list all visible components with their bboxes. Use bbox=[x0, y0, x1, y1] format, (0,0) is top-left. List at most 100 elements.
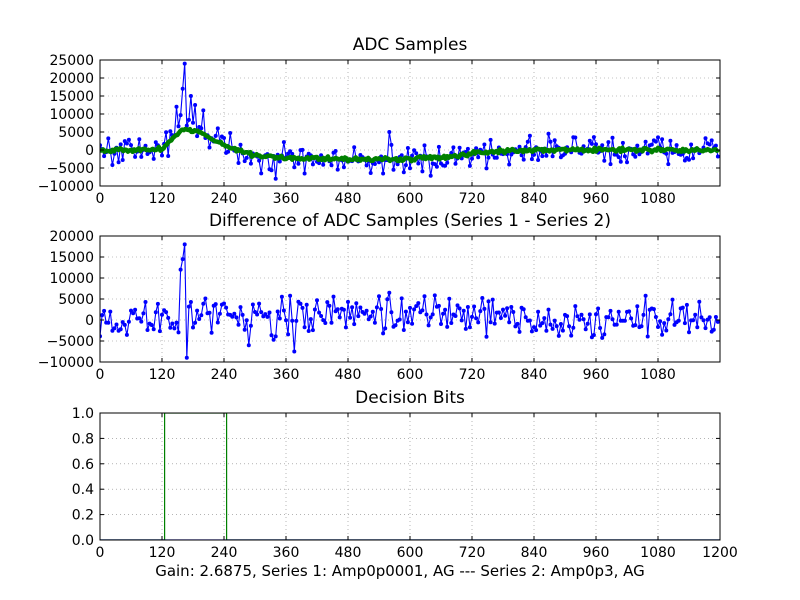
x-tick-label: 720 bbox=[459, 367, 486, 383]
data-point bbox=[246, 343, 251, 348]
data-point bbox=[151, 327, 156, 332]
data-point bbox=[594, 142, 598, 147]
data-point bbox=[352, 322, 357, 327]
x-tick-label: 360 bbox=[273, 191, 300, 207]
data-point bbox=[222, 136, 226, 140]
data-point bbox=[658, 319, 663, 324]
data-point bbox=[635, 143, 640, 148]
data-point bbox=[240, 312, 245, 317]
data-point bbox=[707, 315, 712, 320]
data-point bbox=[244, 318, 249, 323]
data-point bbox=[488, 137, 493, 142]
data-point bbox=[174, 104, 179, 109]
data-point bbox=[215, 126, 220, 131]
data-point bbox=[259, 310, 264, 315]
data-point bbox=[116, 160, 121, 165]
data-point bbox=[711, 327, 716, 332]
data-point bbox=[546, 307, 551, 312]
x-tick-label: 600 bbox=[397, 545, 424, 561]
data-point bbox=[178, 267, 183, 272]
data-point bbox=[157, 329, 162, 334]
data-point bbox=[420, 169, 425, 174]
data-point bbox=[300, 147, 305, 152]
data-point bbox=[544, 153, 549, 158]
data-point bbox=[199, 313, 204, 318]
data-point bbox=[465, 146, 470, 151]
data-point bbox=[381, 331, 386, 336]
data-point bbox=[424, 312, 429, 317]
data-point bbox=[542, 316, 547, 321]
x-tick-label: 480 bbox=[335, 545, 362, 561]
data-point bbox=[195, 308, 200, 313]
data-point bbox=[269, 168, 274, 173]
data-point bbox=[498, 316, 503, 320]
data-point bbox=[695, 325, 700, 330]
data-point bbox=[139, 154, 144, 159]
data-point bbox=[129, 308, 133, 313]
data-point bbox=[622, 154, 627, 159]
data-point bbox=[308, 317, 313, 322]
y-tick-label: 15000 bbox=[49, 250, 94, 266]
data-point bbox=[600, 335, 605, 340]
data-point bbox=[408, 305, 412, 310]
data-point bbox=[713, 315, 718, 319]
data-point bbox=[501, 307, 505, 312]
data-point bbox=[459, 318, 464, 323]
data-point bbox=[693, 312, 698, 317]
data-point bbox=[405, 320, 410, 325]
data-point bbox=[649, 142, 654, 147]
data-point bbox=[209, 330, 214, 335]
chart-decision-bits: 0 120 240 360 480 600 720 840 960 1080 1200 0.0 0.2 0… bbox=[72, 388, 738, 561]
data-point bbox=[534, 328, 539, 333]
data-point bbox=[426, 323, 431, 328]
data-point bbox=[550, 154, 555, 159]
data-point bbox=[304, 302, 309, 307]
x-tick-label: 0 bbox=[96, 191, 105, 207]
x-tick-label: 360 bbox=[273, 545, 300, 561]
data-point bbox=[213, 302, 218, 307]
data-point bbox=[428, 173, 433, 178]
series-line-series-2 bbox=[100, 126, 720, 164]
data-point bbox=[160, 312, 164, 317]
x-tick-label: 960 bbox=[583, 191, 610, 207]
data-point bbox=[645, 334, 650, 339]
data-point bbox=[525, 139, 530, 144]
data-point bbox=[401, 170, 406, 175]
y-tick-label: 0.0 bbox=[72, 533, 94, 549]
data-point bbox=[616, 155, 621, 160]
data-point bbox=[449, 321, 454, 325]
y-tick-label: 10000 bbox=[49, 271, 94, 287]
data-point bbox=[164, 310, 169, 315]
data-point bbox=[186, 117, 191, 122]
data-point bbox=[441, 311, 446, 316]
data-point bbox=[509, 305, 514, 309]
data-point bbox=[346, 299, 350, 304]
data-point bbox=[356, 314, 361, 319]
x-tick-label: 480 bbox=[335, 367, 362, 383]
data-point bbox=[606, 315, 611, 320]
data-point bbox=[139, 319, 144, 324]
data-point bbox=[445, 324, 450, 329]
data-point bbox=[191, 120, 195, 125]
data-point bbox=[412, 307, 417, 312]
data-point bbox=[281, 140, 286, 145]
figure-caption: Gain: 2.6875, Series 1: Amp0p0001, AG --… bbox=[155, 562, 645, 580]
data-point bbox=[193, 320, 198, 325]
data-point bbox=[319, 314, 324, 318]
data-point bbox=[662, 321, 667, 326]
data-point bbox=[164, 130, 169, 135]
data-point bbox=[505, 306, 510, 311]
data-point bbox=[550, 326, 555, 331]
data-point bbox=[472, 304, 477, 309]
data-point bbox=[242, 327, 247, 332]
data-point bbox=[707, 142, 712, 147]
x-tick-label: 480 bbox=[335, 191, 362, 207]
data-point bbox=[267, 310, 272, 315]
data-point bbox=[186, 304, 191, 309]
data-point bbox=[536, 309, 541, 314]
data-point bbox=[265, 314, 270, 319]
data-point bbox=[567, 324, 572, 329]
data-point bbox=[141, 311, 146, 316]
data-point bbox=[277, 316, 282, 321]
data-point bbox=[310, 162, 315, 167]
